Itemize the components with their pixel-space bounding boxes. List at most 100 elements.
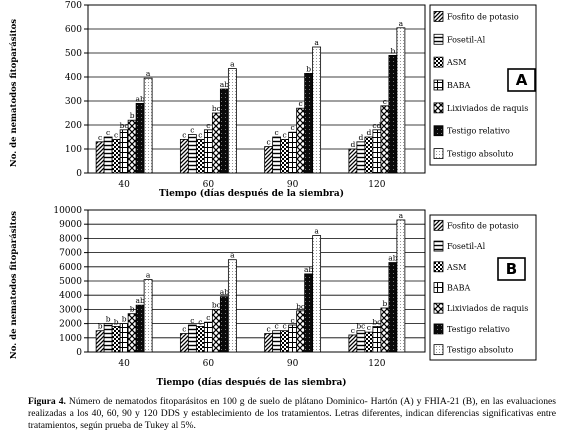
bar — [364, 331, 374, 353]
bar-letter-label: c — [190, 316, 194, 325]
x-axis-label: Tiempo (días después de la siembra) — [159, 188, 344, 199]
bar — [187, 324, 197, 353]
x-tick-label: 60 — [203, 180, 215, 190]
bar — [119, 323, 129, 353]
x-tick-label: 90 — [287, 180, 299, 190]
bar-letter-label: cd — [372, 121, 381, 130]
legend-swatch — [433, 102, 444, 114]
bar-letter-label: c — [291, 316, 295, 325]
y-tick-label: 0 — [76, 169, 82, 179]
bar — [388, 262, 398, 353]
bar-letter-label: c — [299, 99, 303, 108]
bar — [356, 141, 366, 174]
bar-letter-label: c — [267, 138, 271, 147]
bar — [103, 136, 113, 174]
y-tick-label: 10000 — [53, 206, 82, 216]
y-tick-label: 4000 — [59, 291, 82, 301]
bar-letter-label: c — [206, 121, 210, 130]
y-tick-label: 0 — [76, 348, 82, 358]
bar-letter-label: b — [106, 315, 111, 324]
bar-letter-label: a — [314, 38, 319, 47]
legend-swatch — [433, 125, 444, 137]
bar-letter-label: c — [383, 97, 387, 106]
chart-panel-a: 0 100 200 300 400 500 600 700 No. de nematodos f… — [8, 1, 537, 199]
bar-letter-label: a — [230, 251, 235, 260]
bar-letter-label: c — [98, 133, 102, 142]
y-tick-label: 3000 — [59, 305, 82, 315]
x-tick-label: 120 — [368, 359, 385, 369]
bar — [372, 326, 382, 353]
y-tick-label: 6000 — [59, 263, 82, 273]
bar — [264, 146, 274, 174]
bar-letter-label: c — [182, 130, 186, 139]
bar — [211, 112, 221, 174]
legend: Fosfito de potasio Fosetil-Al ASM BABA Lixiv… — [429, 214, 537, 361]
bar-letter-label: a — [314, 227, 319, 236]
panel-badge-b: B — [506, 260, 517, 278]
bar — [264, 333, 274, 353]
bar-letter-label: c — [198, 130, 202, 139]
legend-swatch — [433, 240, 444, 252]
bar — [195, 138, 205, 174]
bar-letter-label: bc — [212, 104, 221, 113]
bar-letter-label: c — [283, 322, 287, 331]
bar-letter-label: ab — [135, 94, 144, 103]
bar — [103, 323, 113, 353]
bar — [380, 307, 390, 353]
bar-letter-label: b — [130, 305, 135, 314]
y-tick-label: 500 — [65, 49, 82, 59]
bar-letter-label: c — [367, 323, 371, 332]
bar-letter-label: c — [267, 325, 271, 334]
legend-label: Fosfito de potasio — [447, 12, 519, 21]
x-tick-label: 90 — [287, 359, 299, 369]
bar-letter-label: a — [230, 60, 235, 69]
legend-label: Testigo relativo — [447, 325, 510, 334]
bar — [195, 326, 205, 353]
bar — [135, 103, 145, 174]
legend-label: Testigo absoluto — [447, 150, 514, 159]
bar — [219, 296, 229, 353]
bar-letter-label: b — [306, 64, 311, 73]
legend-label: BABA — [447, 284, 471, 293]
bar-letter-label: ab — [220, 288, 229, 297]
bar — [288, 324, 298, 353]
bar-letter-label: b — [390, 46, 395, 55]
bar-letter-label: bc — [356, 322, 365, 331]
y-tick-label: 1000 — [59, 334, 82, 344]
bar-letter-label: d — [358, 133, 363, 142]
bar — [288, 131, 298, 174]
bar-letter-label: c — [198, 317, 202, 326]
bar-letter-label: c — [275, 322, 279, 331]
bar-letter-label: b — [114, 317, 119, 326]
legend-swatch — [433, 302, 444, 314]
bar — [380, 105, 390, 174]
bar-letter-label: bc — [212, 300, 221, 309]
bar — [348, 334, 358, 353]
legend-swatch — [433, 56, 444, 68]
x-tick-label: 40 — [118, 180, 130, 190]
bar — [135, 304, 145, 353]
bar-letter-label: bc — [120, 121, 129, 130]
bar-letter-label: ab — [135, 296, 144, 305]
bar — [272, 330, 282, 353]
y-tick-label: 7000 — [59, 249, 82, 259]
legend-swatch — [433, 261, 444, 273]
bar — [95, 330, 105, 353]
y-tick-label: 700 — [65, 1, 82, 11]
legend-label: Lixiviados de raquis — [447, 104, 528, 113]
y-axis-label: No. de nematodos fitoparásitos — [8, 211, 19, 359]
panel-badge-a: A — [516, 71, 528, 89]
bar-letter-label: bc — [296, 302, 305, 311]
panel-badge-box — [497, 257, 526, 281]
bar-letter-label: c — [283, 130, 287, 139]
y-tick-label: 8000 — [59, 234, 82, 244]
legend-swatch — [433, 79, 444, 91]
bar — [203, 129, 213, 174]
bar — [127, 313, 137, 353]
bar-letter-label: b — [382, 299, 387, 308]
bar-letter-label: c — [206, 313, 210, 322]
bar — [179, 138, 189, 174]
bar-letter-label: d — [350, 140, 355, 149]
x-tick-label: 120 — [368, 180, 385, 190]
bar — [296, 310, 306, 353]
